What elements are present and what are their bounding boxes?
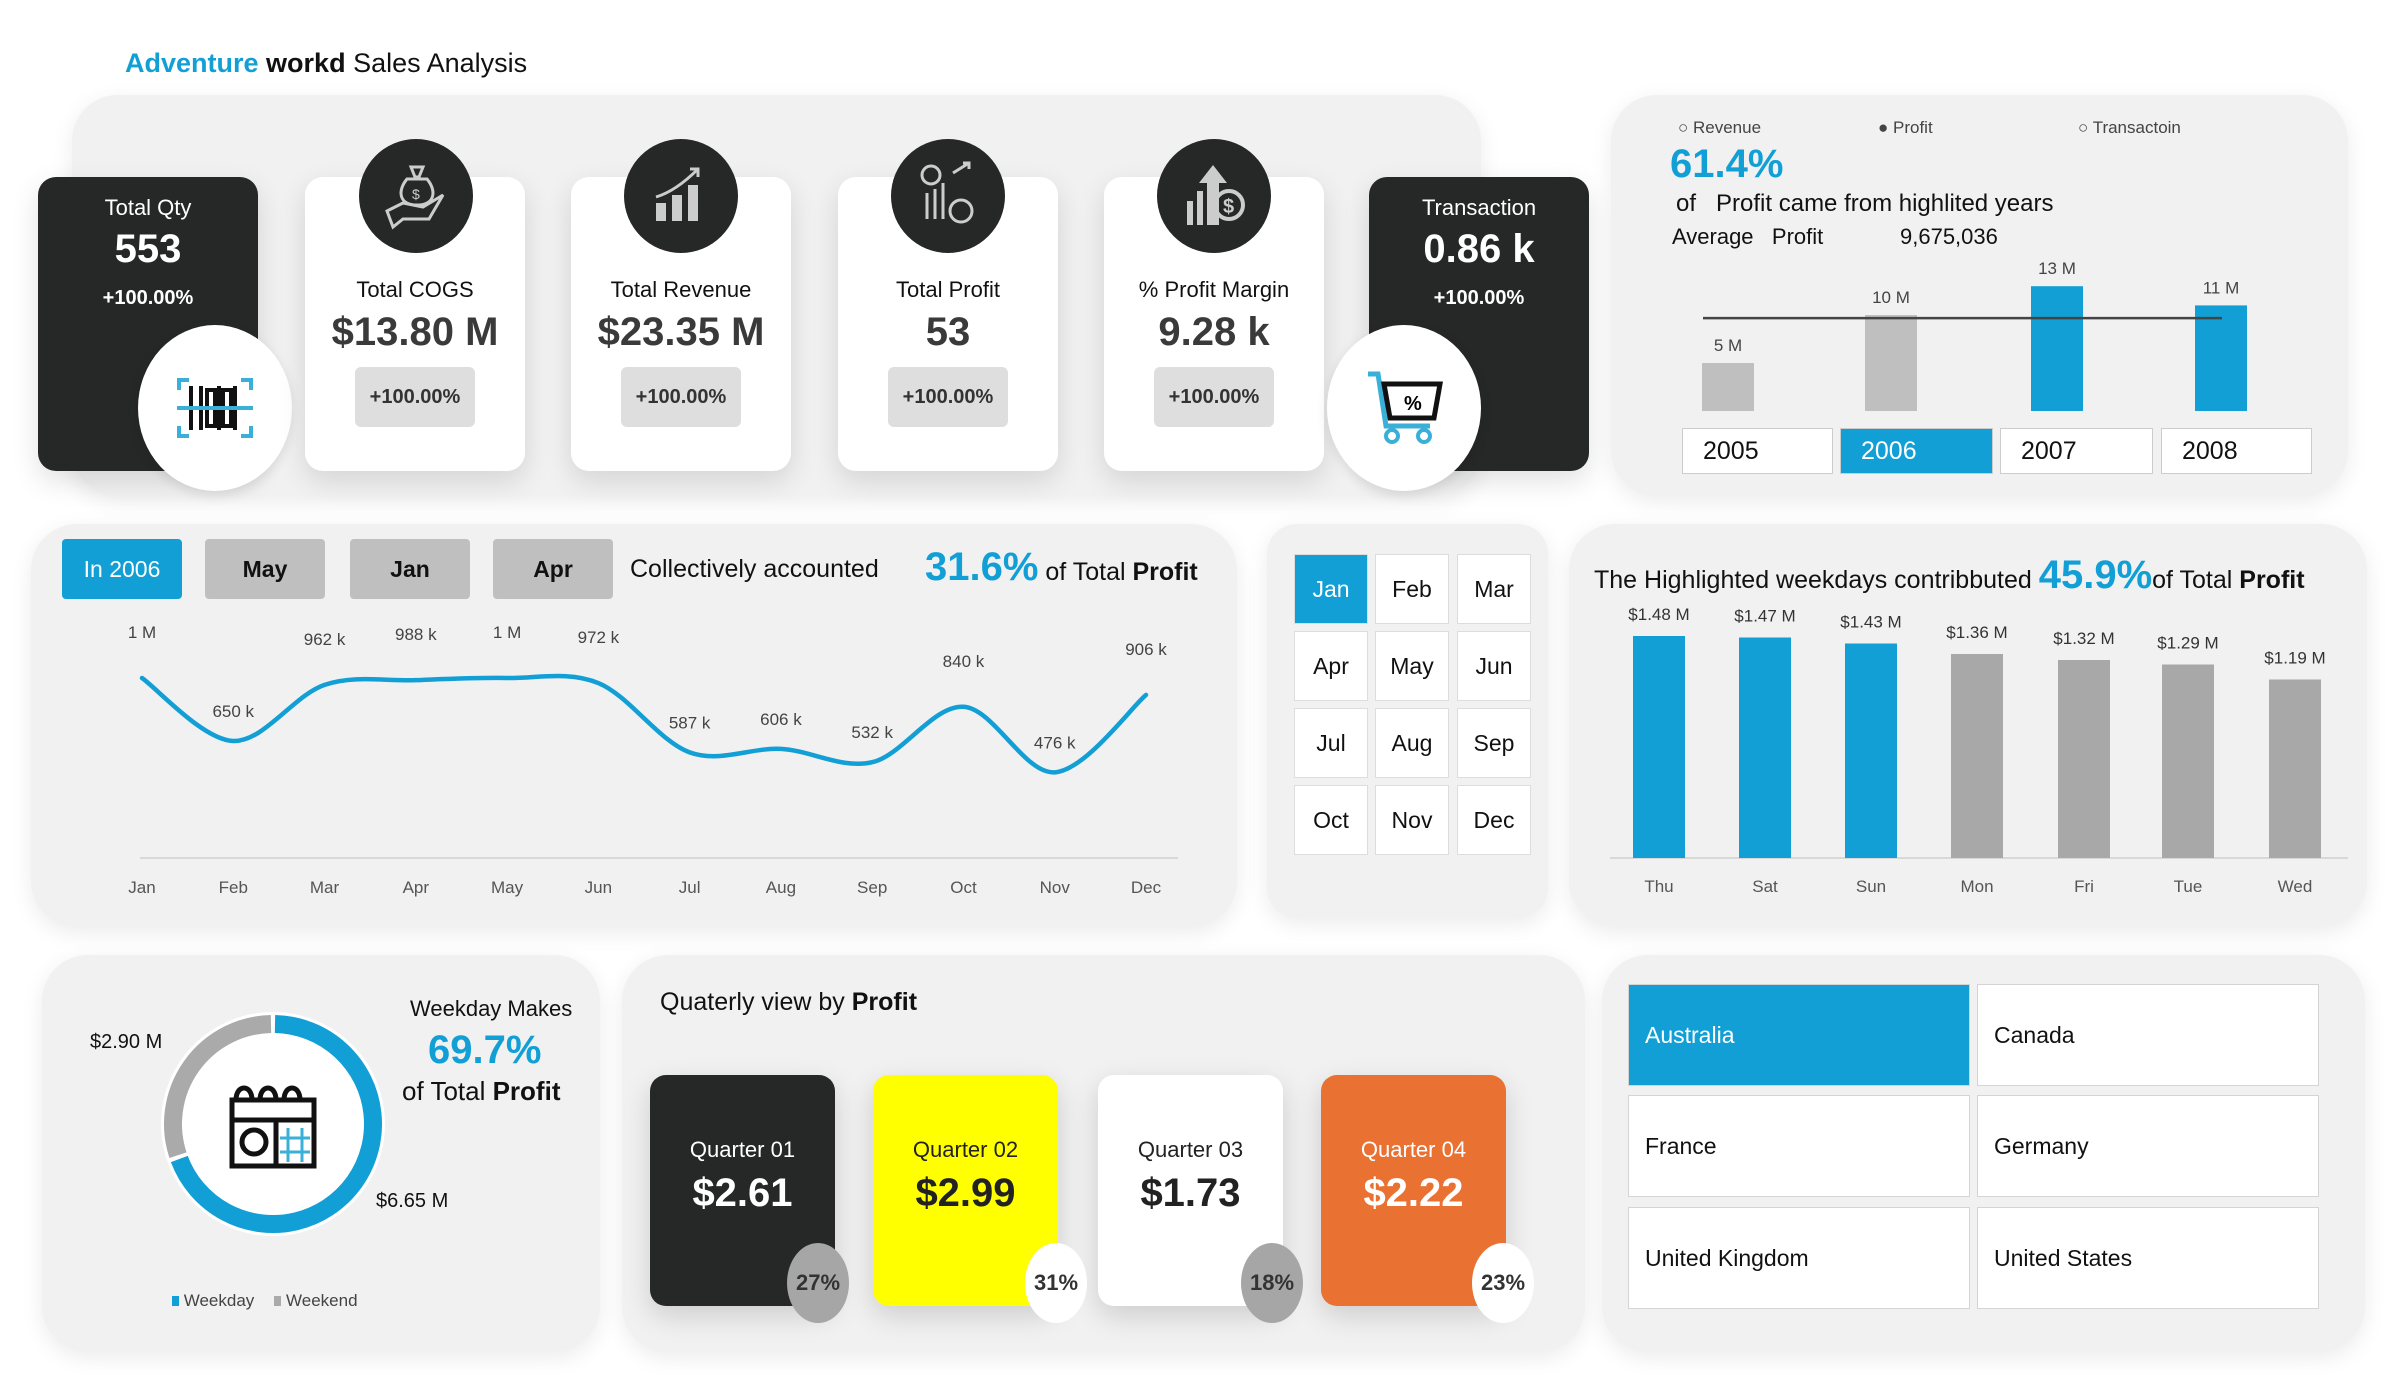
data-label: 476 k [1034, 733, 1076, 752]
year-button-2007[interactable]: 2007 [2000, 428, 2153, 474]
percent-chart-icon [891, 139, 1005, 253]
country-button-united-states[interactable]: United States [1977, 1207, 2319, 1309]
country-button-united-kingdom[interactable]: United Kingdom [1628, 1207, 1970, 1309]
x-tick-label: Jun [585, 878, 612, 897]
month-button-apr[interactable]: Apr [1294, 631, 1368, 701]
month-button-sep[interactable]: Sep [1457, 708, 1531, 778]
svg-text:$: $ [412, 186, 420, 202]
data-label: 906 k [1125, 640, 1167, 659]
selected-month-chip: Apr [493, 539, 613, 599]
year-button-2005[interactable]: 2005 [1682, 428, 1833, 474]
donut-slice-weekday [170, 1015, 382, 1233]
year-button-2008[interactable]: 2008 [2161, 428, 2312, 474]
x-tick-label: Sep [857, 878, 887, 897]
selected-month-chip: Jan [350, 539, 470, 599]
data-label: 587 k [669, 713, 711, 732]
data-label: 606 k [760, 710, 802, 729]
donut-bg [161, 1012, 385, 1236]
x-tick-label: Dec [1131, 878, 1162, 897]
weekday-makes-label: Weekday Makes [410, 996, 573, 1021]
barcode-scan-icon [138, 325, 292, 491]
month-button-mar[interactable]: Mar [1457, 554, 1531, 624]
month-button-aug[interactable]: Aug [1375, 708, 1449, 778]
data-label: 532 k [851, 723, 893, 742]
weekend-value-label: $2.90 M [90, 1031, 163, 1053]
x-tick-label: Jul [679, 878, 701, 897]
month-button-feb[interactable]: Feb [1375, 554, 1449, 624]
weekday-value-label: $6.65 M [376, 1190, 449, 1212]
collectively-text: Collectively accounted [630, 555, 879, 583]
x-tick-label: Apr [403, 878, 430, 897]
month-button-jan[interactable]: Jan [1294, 554, 1368, 624]
month-button-dec[interactable]: Dec [1457, 785, 1531, 855]
data-label: 840 k [943, 652, 985, 671]
radio-transaction[interactable]: ○ Transactoin [2078, 118, 2181, 137]
x-tick-label: Jan [128, 878, 155, 897]
x-tick-label: Aug [766, 878, 796, 897]
kpi-profit-margin: % Profit Margin 9.28 k +100.00% [1104, 177, 1324, 471]
x-tick-label: Feb [219, 878, 248, 897]
month-button-jul[interactable]: Jul [1294, 708, 1368, 778]
data-label: 1 M [128, 623, 156, 642]
legend-weekend: Weekend [274, 1291, 358, 1311]
legend-weekday: Weekday [172, 1291, 254, 1311]
dashboard-title: Adventure workd Sales Analysis [125, 48, 528, 78]
country-button-australia[interactable]: Australia [1628, 984, 1970, 1086]
country-button-canada[interactable]: Canada [1977, 984, 2319, 1086]
shopping-cart-icon: % [1327, 325, 1481, 491]
quarter-card-q1: Quarter 01 $2.61 [650, 1075, 835, 1306]
months-share: 31.6% of Total Profit [925, 545, 1198, 589]
measure-radio-group: ○ Revenue ● Profit ○ Transactoin [1678, 118, 2278, 138]
country-button-france[interactable]: France [1628, 1095, 1970, 1197]
x-tick-label: Nov [1040, 878, 1071, 897]
data-label: 988 k [395, 625, 437, 644]
quarter-share-q3: 18% [1241, 1243, 1303, 1323]
weekday-share-pct: 69.7% [428, 1028, 542, 1072]
country-button-germany[interactable]: Germany [1977, 1095, 2319, 1197]
profit-line [139, 673, 1149, 775]
money-bag-hand-icon: $ [359, 139, 473, 253]
month-button-may[interactable]: May [1375, 631, 1449, 701]
average-profit: Average Profit 9,675,036 [1672, 224, 1998, 249]
quarterly-title: Quaterly view by Profit [660, 988, 918, 1016]
data-label: 962 k [304, 630, 346, 649]
weekday-headline: The Highlighted weekdays contribbuted 45… [1594, 553, 2305, 597]
data-label: 650 k [212, 702, 254, 721]
donut-slice-weekend [164, 1015, 272, 1158]
selected-month-chip: May [205, 539, 325, 599]
donut-legend: Weekday Weekend [172, 1291, 358, 1311]
quarter-card-q2: Quarter 02 $2.99 [873, 1075, 1058, 1306]
weekday-share-text: of Total Profit [402, 1076, 561, 1106]
month-button-oct[interactable]: Oct [1294, 785, 1368, 855]
quarter-share-q1: 27% [787, 1243, 849, 1323]
month-button-nov[interactable]: Nov [1375, 785, 1449, 855]
quarter-share-q4: 23% [1472, 1243, 1534, 1323]
year-badge: In 2006 [62, 539, 182, 599]
data-label: 972 k [578, 628, 620, 647]
x-tick-label: May [491, 878, 524, 897]
growth-bars-icon [624, 139, 738, 253]
month-button-jun[interactable]: Jun [1457, 631, 1531, 701]
radio-profit[interactable]: ● Profit [1878, 118, 1933, 137]
x-tick-label: Oct [950, 878, 977, 897]
weekday-weekend-donut [161, 1012, 385, 1236]
monthly-profit-line-chart: 1 M Jan 650 k Feb 962 k Mar 988 k Apr 1 M May 972 … [128, 623, 1178, 897]
svg-text:$: $ [1223, 196, 1234, 218]
year-button-2006[interactable]: 2006 [1840, 428, 1993, 474]
highlighted-years-text: of Profit came from highlited years [1676, 190, 2054, 217]
radio-revenue[interactable]: ○ Revenue [1678, 118, 1762, 137]
x-tick-label: Mar [310, 878, 340, 897]
quarter-share-q2: 31% [1025, 1243, 1087, 1323]
calendar-icon [226, 1078, 320, 1175]
data-label: 1 M [493, 623, 521, 642]
dollar-arrow-up-icon: $ [1157, 139, 1271, 253]
highlighted-years-pct: 61.4% [1670, 142, 1784, 186]
svg-text:%: % [1404, 393, 1422, 415]
